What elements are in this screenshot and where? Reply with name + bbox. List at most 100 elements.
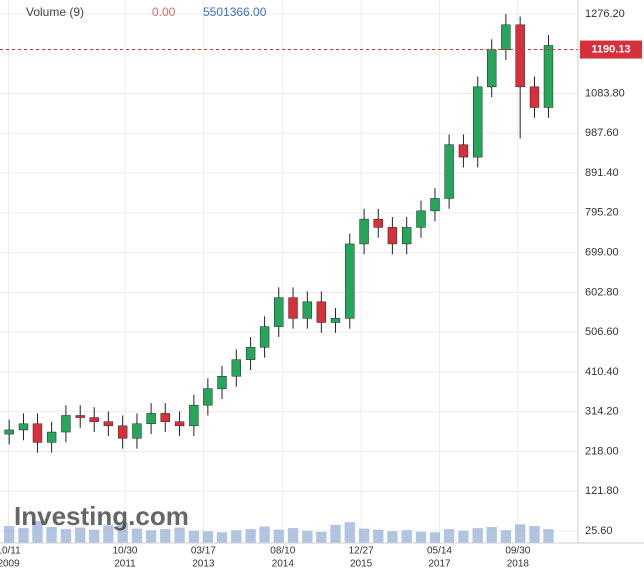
- x-tick-label: 09/30: [505, 546, 530, 557]
- candle-body: [274, 297, 284, 327]
- candle-body: [487, 49, 497, 88]
- volume-bar: [316, 531, 327, 543]
- x-tick-label: 05/14: [427, 546, 452, 557]
- candle-body: [387, 227, 398, 245]
- candle-body: [189, 404, 199, 427]
- y-tick-label: 987.60: [585, 127, 619, 139]
- volume-bar: [3, 525, 15, 543]
- candle-body: [316, 301, 327, 323]
- volume-bar: [145, 530, 157, 543]
- volume-bar: [330, 524, 341, 543]
- y-tick-label: 699.00: [585, 247, 619, 259]
- candle-body: [32, 423, 43, 443]
- candle-body: [501, 24, 511, 50]
- y-tick-label: 314.20: [585, 406, 619, 418]
- candle-body: [416, 210, 426, 228]
- candle-body: [117, 425, 128, 439]
- watermark: Investing.com: [14, 501, 189, 531]
- axis-panel: [578, 0, 644, 571]
- volume-bar: [514, 524, 526, 543]
- candle-body: [75, 415, 85, 418]
- volume-bar: [216, 532, 228, 543]
- candle-body: [288, 297, 298, 319]
- candle-body: [245, 347, 256, 360]
- candle-body: [330, 318, 341, 323]
- x-tick-year: 2014: [272, 559, 295, 570]
- candle-body: [89, 417, 99, 422]
- x-tick-year: 2013: [192, 559, 215, 570]
- x-tick-year: 2017: [428, 559, 451, 570]
- volume-bar: [75, 527, 86, 543]
- volume-bar: [344, 522, 355, 543]
- candle-body: [203, 388, 213, 406]
- legend-value: 5501366.00: [203, 5, 267, 19]
- volume-bar: [486, 527, 497, 543]
- y-tick-label: 410.40: [585, 366, 619, 378]
- candle-body: [46, 431, 57, 443]
- volume-bar: [231, 530, 242, 543]
- current-price-label: 1190.13: [591, 43, 630, 55]
- volume-bar: [529, 525, 540, 543]
- candle-body: [473, 86, 483, 158]
- volume-bar: [117, 522, 128, 543]
- candle-body: [146, 413, 156, 425]
- volume-bar: [358, 528, 370, 543]
- volume-bar: [60, 529, 72, 543]
- y-tick-label: 218.00: [585, 445, 619, 457]
- volume-bar: [429, 532, 441, 543]
- volume-bar: [401, 530, 412, 543]
- volume-bar: [89, 529, 100, 543]
- volume-bar: [287, 528, 299, 543]
- x-tick-label: 12/27: [349, 546, 374, 557]
- volume-bar: [259, 526, 270, 543]
- candle-body: [103, 421, 114, 427]
- candle-body: [444, 144, 454, 199]
- volume-bar: [160, 529, 171, 543]
- candle-body: [160, 413, 170, 422]
- candle-body: [259, 326, 270, 348]
- x-tick-label: 08/10: [270, 546, 295, 557]
- candle-body: [18, 423, 29, 431]
- candle-body: [231, 359, 241, 377]
- candle-body: [515, 24, 525, 88]
- y-tick-label: 506.60: [585, 326, 619, 338]
- candle-body: [458, 144, 469, 158]
- current-price-badge: [580, 40, 642, 59]
- candle-body: [4, 429, 14, 435]
- volume-bar: [443, 529, 455, 543]
- volume-bar: [302, 530, 313, 543]
- y-tick-label: 602.80: [585, 286, 619, 298]
- volume-bar: [543, 529, 554, 543]
- volume-bar: [103, 525, 114, 543]
- volume-bar: [500, 530, 512, 543]
- volume-bar: [458, 530, 469, 543]
- candle-body: [217, 375, 227, 389]
- candle-body: [430, 198, 440, 212]
- volume-bar: [415, 531, 427, 543]
- x-tick-year: 2009: [0, 559, 20, 570]
- y-tick-label: 891.40: [585, 167, 619, 179]
- volume-bar: [46, 527, 57, 543]
- y-tick-label: 25.60: [585, 525, 613, 537]
- volume-bar: [273, 529, 284, 543]
- candle-body: [359, 218, 369, 245]
- x-tick-label: 03/17: [191, 546, 216, 557]
- legend-label: Volume (9): [26, 5, 84, 19]
- candle-body: [373, 218, 383, 228]
- y-tick-label: 121.80: [585, 485, 619, 497]
- volume-bar: [387, 531, 398, 543]
- x-tick-year: 2015: [350, 559, 373, 570]
- candle-body: [174, 421, 185, 427]
- volume-bar: [245, 529, 256, 543]
- volume-bar: [202, 531, 214, 543]
- candle-body: [302, 301, 313, 319]
- candle-body: [345, 243, 355, 319]
- x-tick-label: 10/11: [0, 546, 21, 557]
- candle-body: [401, 227, 412, 245]
- volume-bar: [131, 528, 143, 543]
- volume-bar: [32, 521, 43, 543]
- candle-body: [61, 415, 71, 433]
- y-tick-label: 795.20: [585, 207, 619, 219]
- volume-bar: [18, 528, 29, 543]
- legend-value: 0.00: [152, 5, 176, 19]
